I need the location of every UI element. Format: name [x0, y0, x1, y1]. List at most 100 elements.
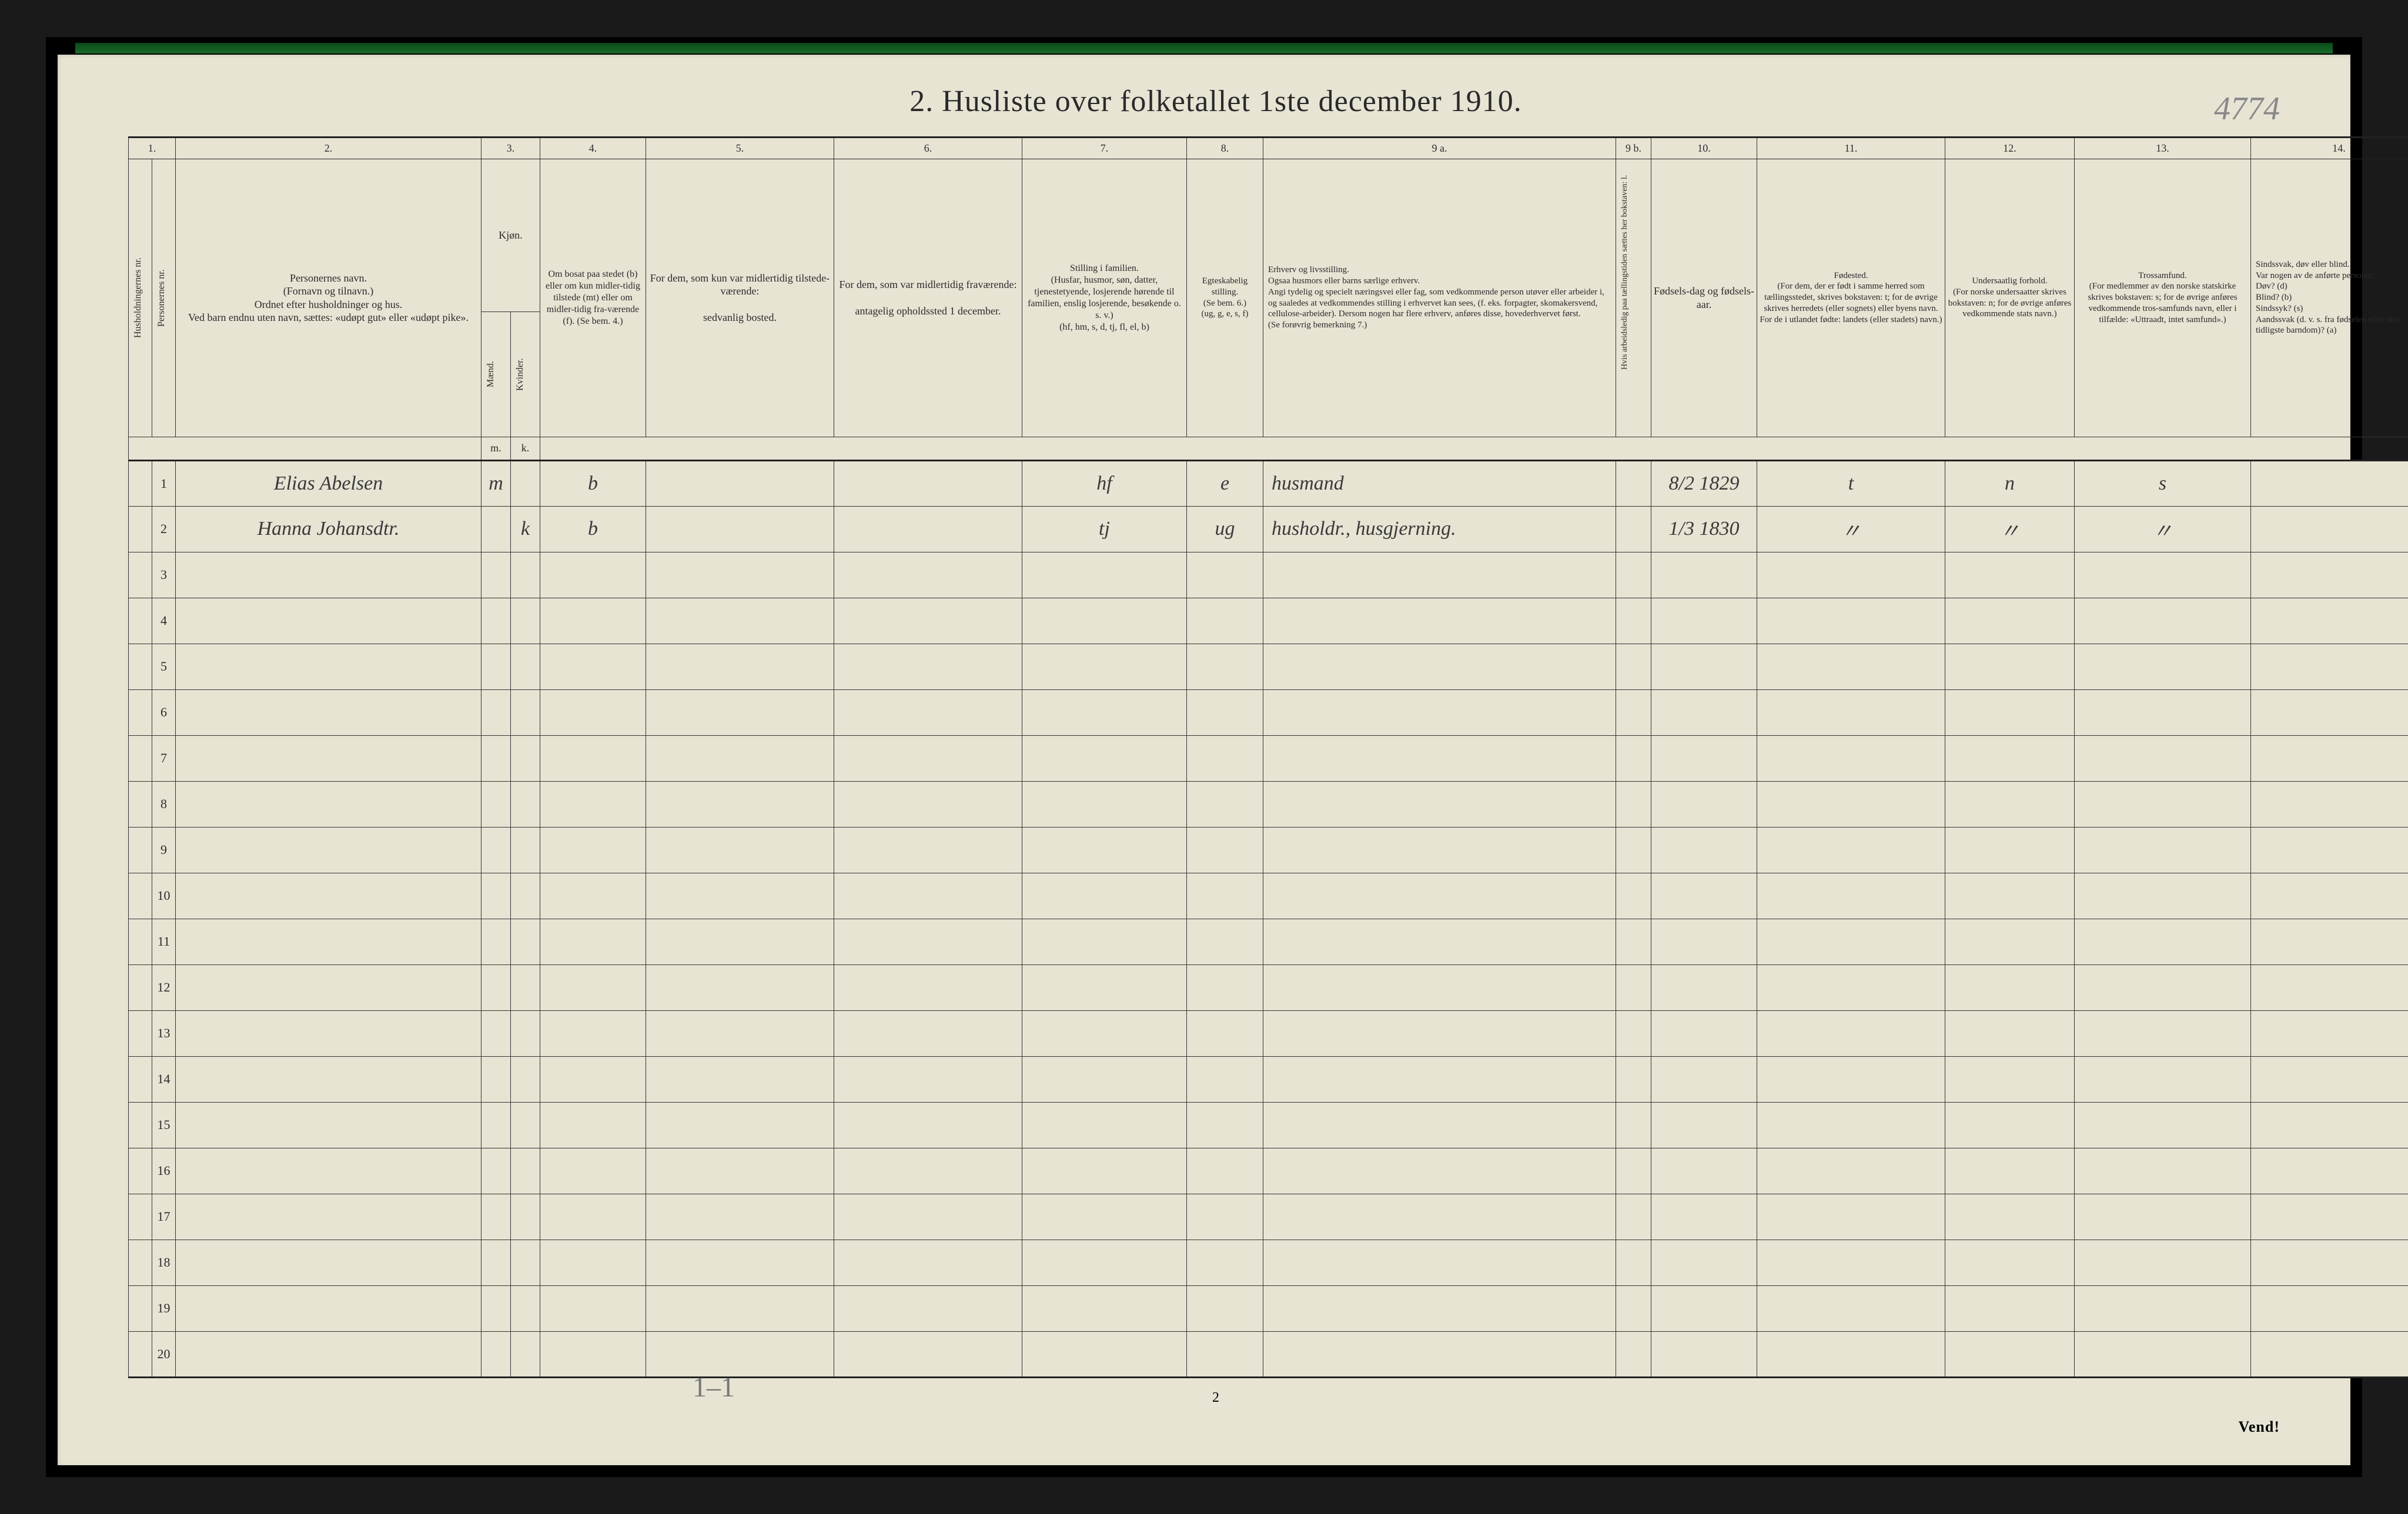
cell	[1187, 781, 1263, 827]
cell	[1022, 873, 1187, 919]
cell	[540, 919, 646, 964]
table-row: 18	[129, 1240, 2408, 1285]
cell	[540, 964, 646, 1010]
cell	[1757, 919, 1945, 964]
hdr-egteskab: Egteskabelig stilling. (Se bem. 6.) (ug,…	[1187, 159, 1263, 437]
cell	[1616, 827, 1651, 873]
cell	[1651, 1194, 1757, 1240]
cell	[1263, 1331, 1616, 1377]
cell	[481, 1331, 511, 1377]
cell	[511, 1148, 540, 1194]
cell: 13	[152, 1010, 176, 1056]
colnum: 8.	[1187, 138, 1263, 159]
cell	[2251, 1194, 2408, 1240]
cell	[481, 781, 511, 827]
table-row: 17	[129, 1194, 2408, 1240]
cell: 15	[152, 1102, 176, 1148]
cell	[2251, 1285, 2408, 1331]
cell: husmand	[1263, 460, 1616, 506]
cell	[540, 1148, 646, 1194]
cell	[176, 598, 481, 644]
cell	[1263, 964, 1616, 1010]
cell	[1187, 735, 1263, 781]
cell	[1022, 964, 1187, 1010]
hdr-kjon: Kjøn.	[481, 159, 540, 311]
cell	[2075, 1331, 2251, 1377]
cell	[1757, 552, 1945, 598]
cell	[511, 460, 540, 506]
cell	[511, 1010, 540, 1056]
cell: 2	[152, 506, 176, 552]
colnum: 14.	[2251, 138, 2408, 159]
cell	[1757, 1285, 1945, 1331]
cell	[481, 1148, 511, 1194]
cell	[834, 827, 1022, 873]
cell	[1187, 1148, 1263, 1194]
cell: 1/3 1830	[1651, 506, 1757, 552]
cell	[1757, 1056, 1945, 1102]
table-row: 8	[129, 781, 2408, 827]
hdr-bosat: Om bosat paa stedet (b) eller om kun mid…	[540, 159, 646, 437]
cell	[129, 735, 152, 781]
cell: husholdr., husgjerning.	[1263, 506, 1616, 552]
header-mk-row: m. k.	[129, 437, 2408, 460]
cell: 9	[152, 827, 176, 873]
cell	[646, 460, 834, 506]
footer-page-number: 2	[128, 1390, 2303, 1406]
table-header: 1. 2. 3. 4. 5. 6. 7. 8. 9 a. 9 b. 10. 11…	[129, 138, 2408, 461]
cell	[646, 1056, 834, 1102]
hdr-fodsel: Fødsels-dag og fødsels-aar.	[1651, 159, 1757, 437]
hdr-trossamfund: Trossamfund. (For medlemmer av den norsk…	[2075, 159, 2251, 437]
colnum: 6.	[834, 138, 1022, 159]
cell	[2075, 919, 2251, 964]
cell	[1263, 1056, 1616, 1102]
cell	[481, 873, 511, 919]
cell	[1263, 1010, 1616, 1056]
cell	[1616, 460, 1651, 506]
page-title: 2. Husliste over folketallet 1ste decemb…	[128, 84, 2303, 119]
cell	[1616, 552, 1651, 598]
cell: ug	[1187, 506, 1263, 552]
cell	[1757, 1194, 1945, 1240]
cell	[1616, 644, 1651, 689]
cell: e	[1187, 460, 1263, 506]
cell	[511, 1285, 540, 1331]
cell	[540, 1010, 646, 1056]
cell	[2251, 1331, 2408, 1377]
cell	[646, 1331, 834, 1377]
cell	[646, 919, 834, 964]
cell	[481, 827, 511, 873]
cell	[1022, 1194, 1187, 1240]
cell	[1616, 1331, 1651, 1377]
cell	[129, 1194, 152, 1240]
cell	[2251, 506, 2408, 552]
cell	[834, 598, 1022, 644]
cell	[1651, 827, 1757, 873]
census-page: 4774 2. Husliste over folketallet 1ste d…	[58, 55, 2350, 1465]
cell	[1651, 598, 1757, 644]
pencil-annotation-top: 4774	[2214, 90, 2280, 128]
cell	[1757, 689, 1945, 735]
cell	[646, 1240, 834, 1285]
cell	[176, 1010, 481, 1056]
cell	[540, 1056, 646, 1102]
cell	[176, 1148, 481, 1194]
cell	[1022, 827, 1187, 873]
cell	[1263, 1240, 1616, 1285]
cell	[176, 919, 481, 964]
cell	[1945, 598, 2075, 644]
cell	[1945, 1285, 2075, 1331]
cell	[481, 644, 511, 689]
cell	[540, 735, 646, 781]
cell	[834, 781, 1022, 827]
cell	[1022, 1056, 1187, 1102]
cell	[646, 1194, 834, 1240]
cell	[176, 1285, 481, 1331]
table-row: 7	[129, 735, 2408, 781]
cell	[1757, 644, 1945, 689]
cell	[1187, 598, 1263, 644]
cell: m	[481, 460, 511, 506]
cell	[646, 598, 834, 644]
cell	[176, 1240, 481, 1285]
cell	[2251, 1148, 2408, 1194]
